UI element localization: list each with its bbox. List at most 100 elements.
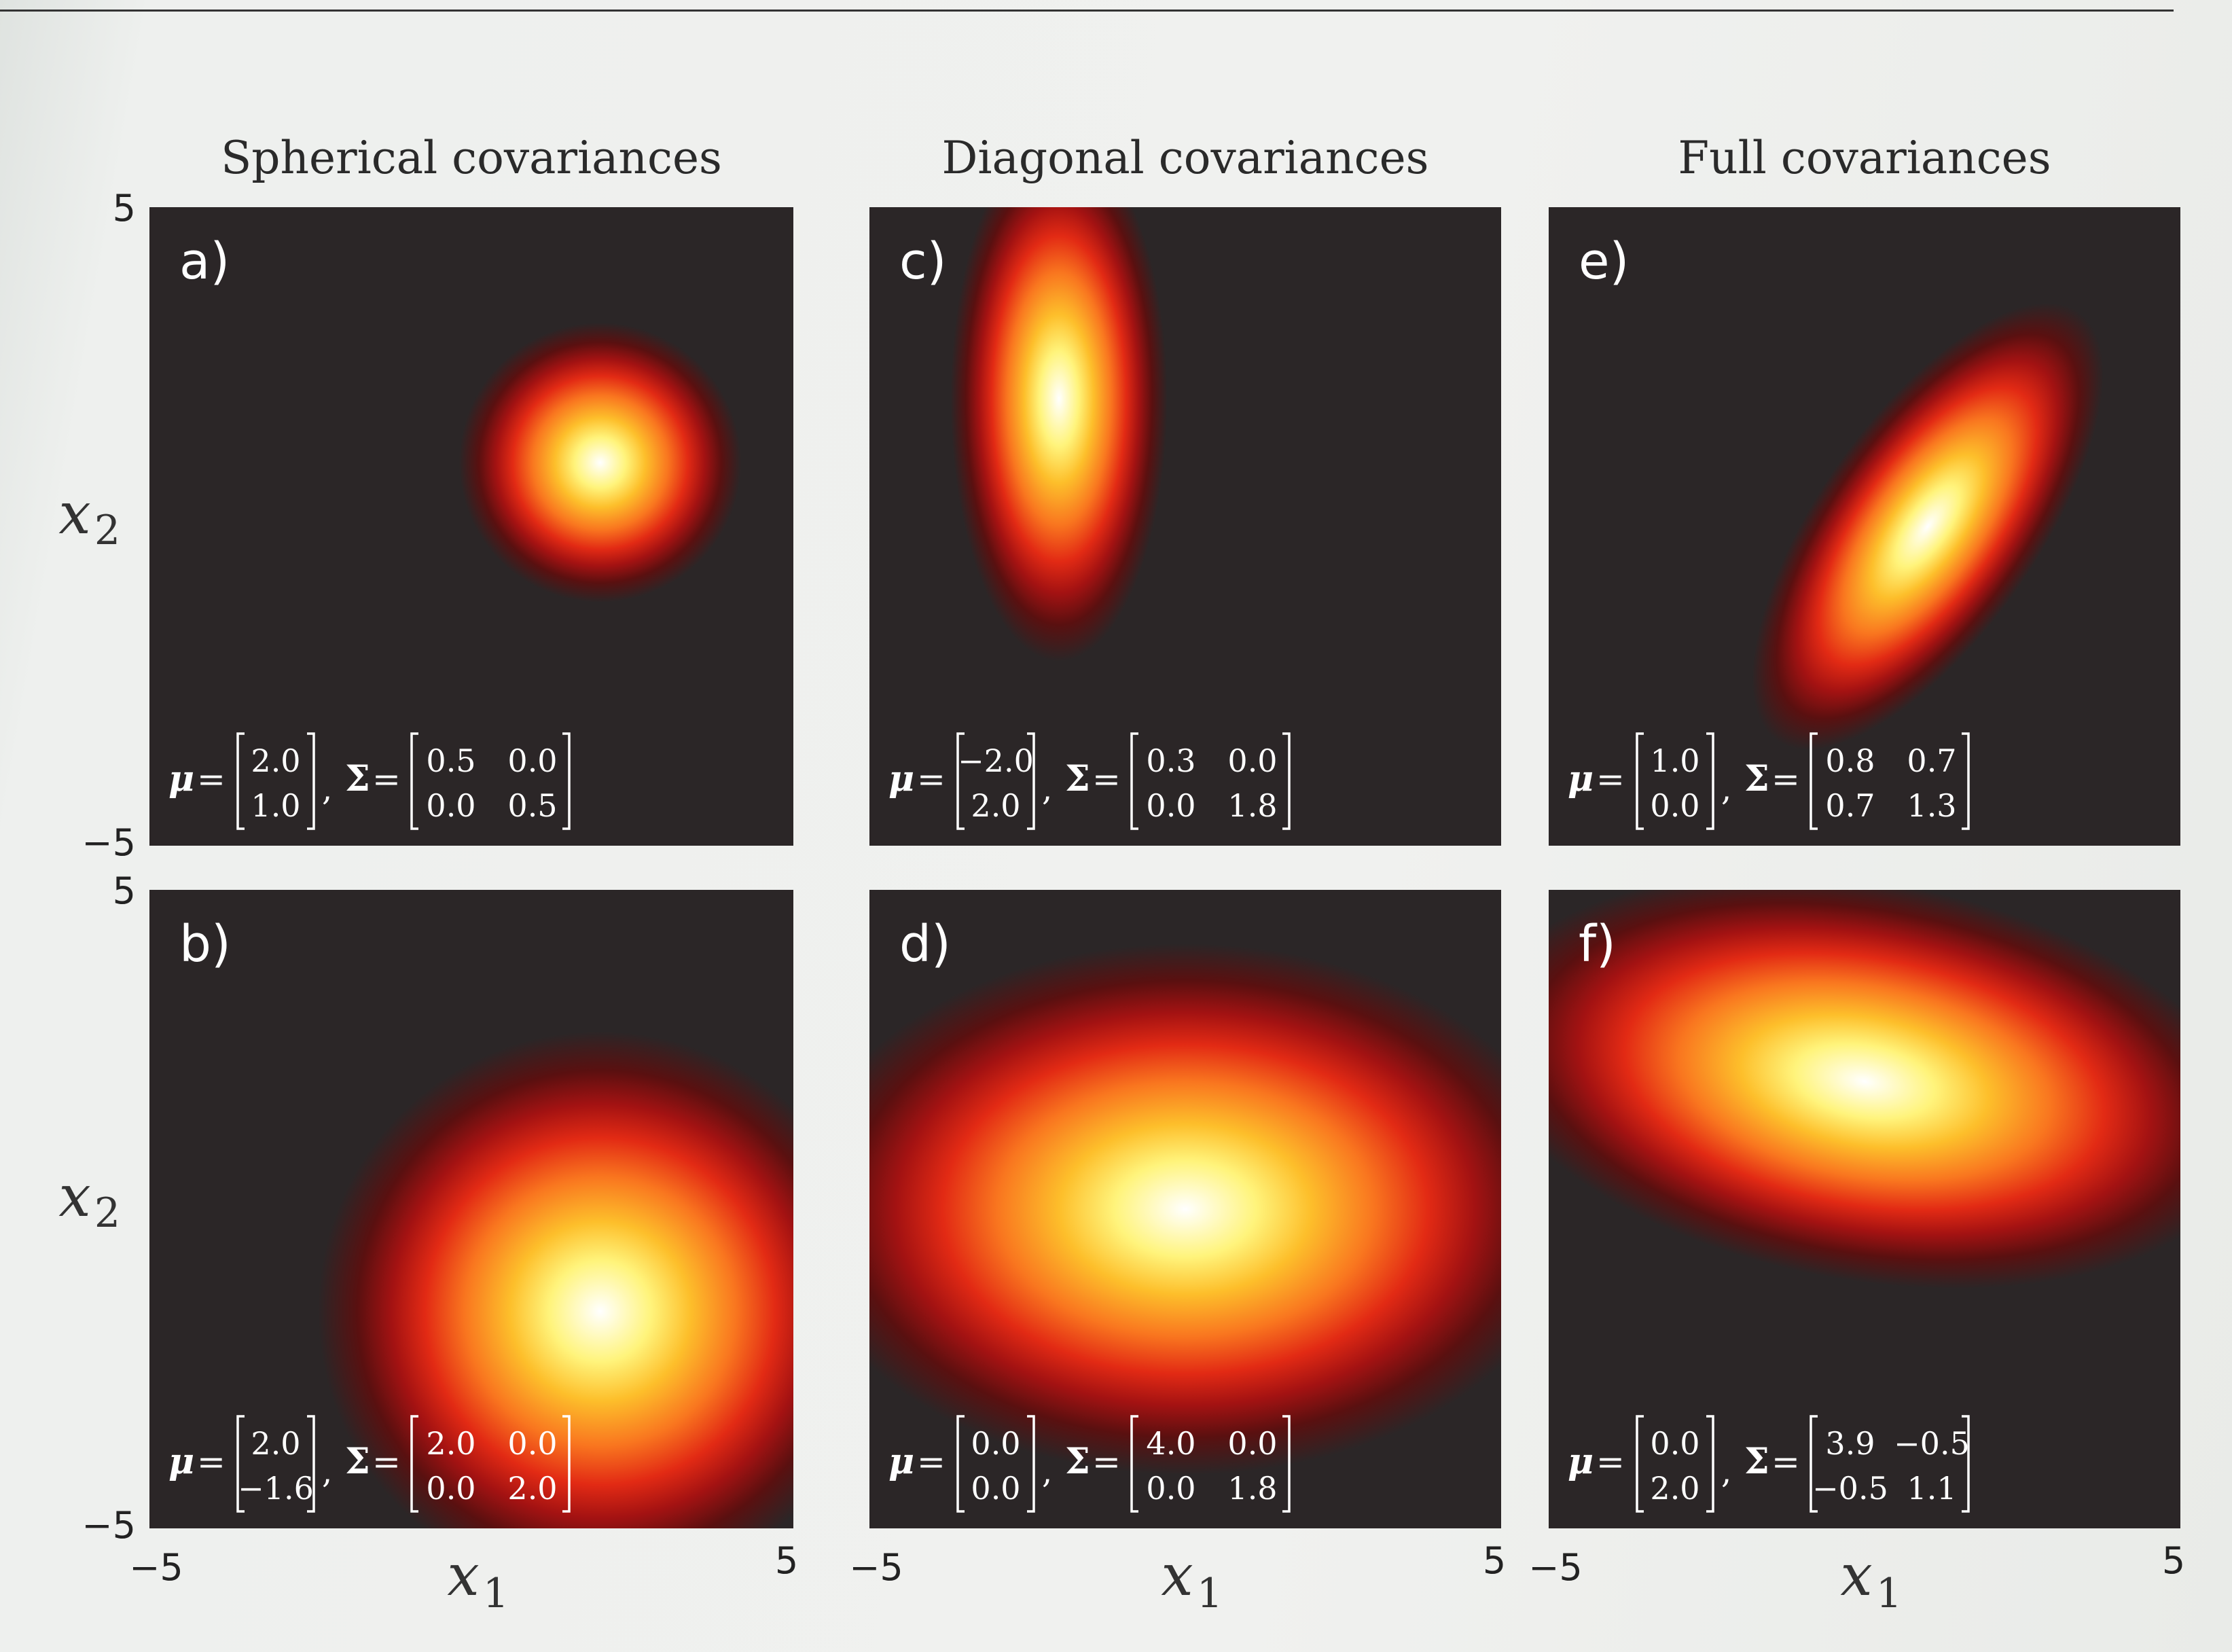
mu-symbol: μ bbox=[1568, 758, 1594, 800]
mu-symbol: μ bbox=[168, 1441, 194, 1482]
column-title-1: Diagonal covariances bbox=[941, 132, 1428, 184]
mu-value: 0.0 bbox=[971, 1425, 1020, 1462]
y-tick-max: 5 bbox=[113, 187, 136, 230]
comma: , bbox=[322, 1453, 332, 1491]
sigma-value: 0.0 bbox=[1146, 1470, 1195, 1507]
y-axis-label-subscript: 2 bbox=[94, 1189, 120, 1237]
parameter-annotation: μ = 1.00.0, Σ = 0.8 0.70.7 1.3 bbox=[1568, 732, 1970, 830]
sigma-value: −0.5 bbox=[1894, 1425, 1970, 1462]
parameter-annotation: μ = −2.02.0, Σ = 0.3 0.00.0 1.8 bbox=[888, 732, 1291, 830]
mu-symbol: μ bbox=[1568, 1441, 1594, 1482]
mu-value: 1.0 bbox=[251, 787, 300, 824]
sigma-value: 0.0 bbox=[507, 1425, 557, 1462]
x-tick-max: 5 bbox=[775, 1539, 798, 1582]
sigma-value: 0.5 bbox=[507, 787, 557, 824]
y-axis-label: x bbox=[58, 480, 90, 547]
x-tick-max: 5 bbox=[2162, 1539, 2185, 1582]
x-axis-label-subscript: 1 bbox=[1197, 1570, 1223, 1617]
sigma-value: 0.0 bbox=[1146, 787, 1195, 824]
matrix-bracket bbox=[1810, 732, 1970, 830]
panel-a: a)μ = 2.01.0, Σ = 0.5 0.00.0 0.5 bbox=[149, 207, 793, 846]
x-axis-label: x bbox=[447, 1542, 479, 1609]
column-title-2: Full covariances bbox=[1678, 132, 2051, 184]
sigma-value: 0.0 bbox=[507, 742, 557, 779]
y-axis-label: x bbox=[58, 1163, 90, 1229]
sigma-symbol: Σ bbox=[1065, 1441, 1090, 1482]
mu-value: 0.0 bbox=[1650, 1425, 1699, 1462]
parameter-annotation: μ = 2.01.0, Σ = 0.5 0.00.0 0.5 bbox=[168, 732, 571, 830]
matrix-bracket bbox=[236, 732, 315, 830]
mu-value: 0.0 bbox=[971, 1470, 1020, 1507]
comma: , bbox=[1042, 770, 1052, 808]
mu-value: 2.0 bbox=[1650, 1470, 1699, 1507]
matrix-bracket bbox=[410, 732, 571, 830]
panel-b: b)μ = 2.0−1.6, Σ = 2.0 0.00.0 2.0 bbox=[149, 890, 793, 1528]
equals-sign: = bbox=[197, 759, 226, 799]
equals-sign: = bbox=[917, 1442, 946, 1482]
mu-symbol: μ bbox=[168, 758, 194, 800]
panel-label: e) bbox=[1579, 232, 1629, 291]
sigma-value: 0.0 bbox=[1227, 1425, 1277, 1462]
gaussian-density bbox=[1752, 303, 2104, 750]
matrix-bracket bbox=[956, 1415, 1035, 1513]
mu-value: −2.0 bbox=[958, 742, 1034, 779]
sigma-value: 1.3 bbox=[1907, 787, 1956, 824]
mu-value: 2.0 bbox=[251, 1425, 300, 1462]
gaussian-density bbox=[318, 1031, 793, 1528]
matrix-bracket bbox=[1636, 732, 1714, 830]
gaussian-density bbox=[1549, 890, 2180, 1289]
column-titles: Spherical covariances Diagonal covariance… bbox=[221, 132, 2051, 184]
mu-symbol: μ bbox=[888, 1441, 914, 1482]
equals-sign: = bbox=[1596, 1442, 1625, 1482]
parameter-annotation: μ = 0.02.0, Σ = 3.9 −0.5−0.5 1.1 bbox=[1568, 1415, 1970, 1513]
gaussian-density bbox=[950, 207, 1168, 662]
equals-sign: = bbox=[372, 1442, 401, 1482]
panel-label: f) bbox=[1579, 915, 1616, 973]
equals-sign: = bbox=[1092, 759, 1121, 799]
column-title-0: Spherical covariances bbox=[221, 132, 722, 184]
x-tick-min: −5 bbox=[129, 1546, 183, 1589]
x-tick-min: −5 bbox=[1528, 1546, 1583, 1589]
matrix-bracket bbox=[1130, 1415, 1291, 1513]
sigma-symbol: Σ bbox=[1744, 758, 1769, 800]
mu-value: −1.6 bbox=[238, 1470, 314, 1507]
panel-label: a) bbox=[179, 232, 230, 291]
sigma-value: 4.0 bbox=[1146, 1425, 1195, 1462]
panel-f: f)μ = 0.02.0, Σ = 3.9 −0.5−0.5 1.1 bbox=[1549, 890, 2180, 1528]
y-tick-max: 5 bbox=[113, 869, 136, 912]
sigma-value: 0.5 bbox=[426, 742, 475, 779]
equals-sign: = bbox=[1771, 1442, 1800, 1482]
x-tick-min: −5 bbox=[849, 1546, 903, 1589]
comma: , bbox=[322, 770, 332, 808]
equals-sign: = bbox=[1092, 1442, 1121, 1482]
gaussian-density bbox=[458, 322, 742, 603]
sigma-value: 0.0 bbox=[1227, 742, 1277, 779]
matrix-bracket bbox=[1636, 1415, 1714, 1513]
x-axis-label-subscript: 1 bbox=[483, 1570, 509, 1617]
sigma-value: 0.0 bbox=[426, 787, 475, 824]
sigma-value: 0.7 bbox=[1907, 742, 1956, 779]
sigma-value: 0.7 bbox=[1825, 787, 1875, 824]
mu-value: 2.0 bbox=[971, 787, 1020, 824]
x-axis-label: x bbox=[1840, 1542, 1872, 1609]
panel-label: b) bbox=[179, 915, 231, 973]
comma: , bbox=[1721, 1453, 1731, 1491]
equals-sign: = bbox=[1596, 759, 1625, 799]
parameter-annotation: μ = 0.00.0, Σ = 4.0 0.00.0 1.8 bbox=[888, 1415, 1291, 1513]
comma: , bbox=[1042, 1453, 1052, 1491]
sigma-value: 3.9 bbox=[1825, 1425, 1875, 1462]
matrix-bracket bbox=[1810, 1415, 1970, 1513]
x-axis-label: x bbox=[1161, 1542, 1193, 1609]
sigma-value: 1.1 bbox=[1907, 1470, 1956, 1507]
matrix-bracket bbox=[956, 732, 1035, 830]
panel-label: c) bbox=[899, 232, 947, 291]
panel-e: e)μ = 1.00.0, Σ = 0.8 0.70.7 1.3 bbox=[1549, 207, 2180, 846]
matrix-bracket bbox=[1130, 732, 1291, 830]
sigma-symbol: Σ bbox=[345, 1441, 370, 1482]
mu-value: 0.0 bbox=[1650, 787, 1699, 824]
sigma-value: 2.0 bbox=[507, 1470, 557, 1507]
y-tick-min: −5 bbox=[82, 1504, 136, 1547]
x-tick-max: 5 bbox=[1483, 1539, 1506, 1582]
equals-sign: = bbox=[197, 1442, 226, 1482]
